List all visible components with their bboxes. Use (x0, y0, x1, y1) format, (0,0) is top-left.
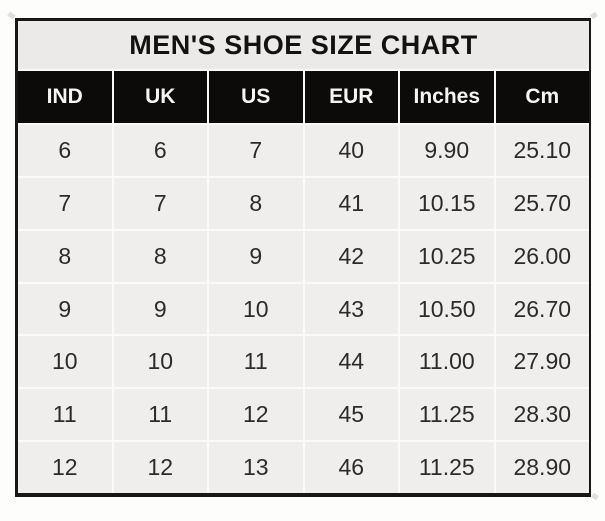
header-cell-cm: Cm (495, 71, 589, 123)
table-cell: 41 (304, 177, 398, 229)
table-cell: 25.10 (495, 125, 589, 176)
table-cell: 10.15 (400, 177, 494, 229)
table-cell: 11.00 (400, 336, 494, 388)
header-cell-uk: UK (113, 71, 207, 123)
chart-title: MEN'S SHOE SIZE CHART (18, 21, 589, 69)
table-cell: 8 (209, 177, 303, 229)
table-cell: 44 (304, 336, 398, 388)
table-cell: 9 (209, 230, 303, 282)
scan-artifact (591, 492, 599, 501)
header-cell-us: US (209, 71, 303, 123)
table-cell: 11.25 (400, 389, 494, 441)
table-row: 6 6 7 40 9.90 25.10 (18, 125, 589, 176)
table-body: 6 6 7 40 9.90 25.10 7 7 8 41 10.15 25.70 8 8 9 42 10.25 2… (18, 125, 589, 494)
table-cell: 12 (209, 389, 303, 441)
header-cell-inches: Inches (400, 71, 494, 123)
table-cell: 27.90 (495, 336, 589, 388)
table-cell: 45 (304, 389, 398, 441)
table-cell: 40 (304, 125, 398, 176)
table-cell: 7 (18, 177, 112, 229)
table-cell: 11 (113, 389, 207, 441)
table-cell: 7 (113, 177, 207, 229)
table-cell: 28.90 (495, 442, 589, 494)
table-cell: 11 (18, 389, 112, 441)
table-row: 10 10 11 44 11.00 27.90 (18, 336, 589, 388)
table-cell: 8 (18, 230, 112, 282)
table-cell: 26.70 (495, 283, 589, 335)
table-cell: 26.00 (495, 230, 589, 282)
table-cell: 9 (18, 283, 112, 335)
table-cell: 12 (18, 442, 112, 494)
table-cell: 6 (18, 125, 112, 176)
table-cell: 10 (18, 336, 112, 388)
scan-artifact (590, 11, 598, 20)
table-cell: 10.25 (400, 230, 494, 282)
table-cell: 9 (113, 283, 207, 335)
table-cell: 11.25 (400, 442, 494, 494)
table-cell: 43 (304, 283, 398, 335)
table-cell: 10 (209, 283, 303, 335)
table-cell: 10 (113, 336, 207, 388)
table-cell: 25.70 (495, 177, 589, 229)
table-cell: 28.30 (495, 389, 589, 441)
table-cell: 9.90 (400, 125, 494, 176)
header-row: IND UK US EUR Inches Cm (18, 71, 589, 123)
table-cell: 7 (209, 125, 303, 176)
table-row: 12 12 13 46 11.25 28.90 (18, 442, 589, 494)
table-cell: 13 (209, 442, 303, 494)
table-cell: 12 (113, 442, 207, 494)
header-cell-ind: IND (18, 71, 112, 123)
table-cell: 6 (113, 125, 207, 176)
table-row: 8 8 9 42 10.25 26.00 (18, 230, 589, 282)
table-cell: 11 (209, 336, 303, 388)
table-row: 7 7 8 41 10.15 25.70 (18, 177, 589, 229)
shoe-size-chart-table: MEN'S SHOE SIZE CHART IND UK US EUR Inches Cm… (15, 18, 591, 497)
table-cell: 10.50 (400, 283, 494, 335)
table-cell: 42 (304, 230, 398, 282)
table-row: 11 11 12 45 11.25 28.30 (18, 389, 589, 441)
table-cell: 46 (304, 442, 398, 494)
header-cell-eur: EUR (304, 71, 398, 123)
table-cell: 8 (113, 230, 207, 282)
table-row: 9 9 10 43 10.50 26.70 (18, 283, 589, 335)
